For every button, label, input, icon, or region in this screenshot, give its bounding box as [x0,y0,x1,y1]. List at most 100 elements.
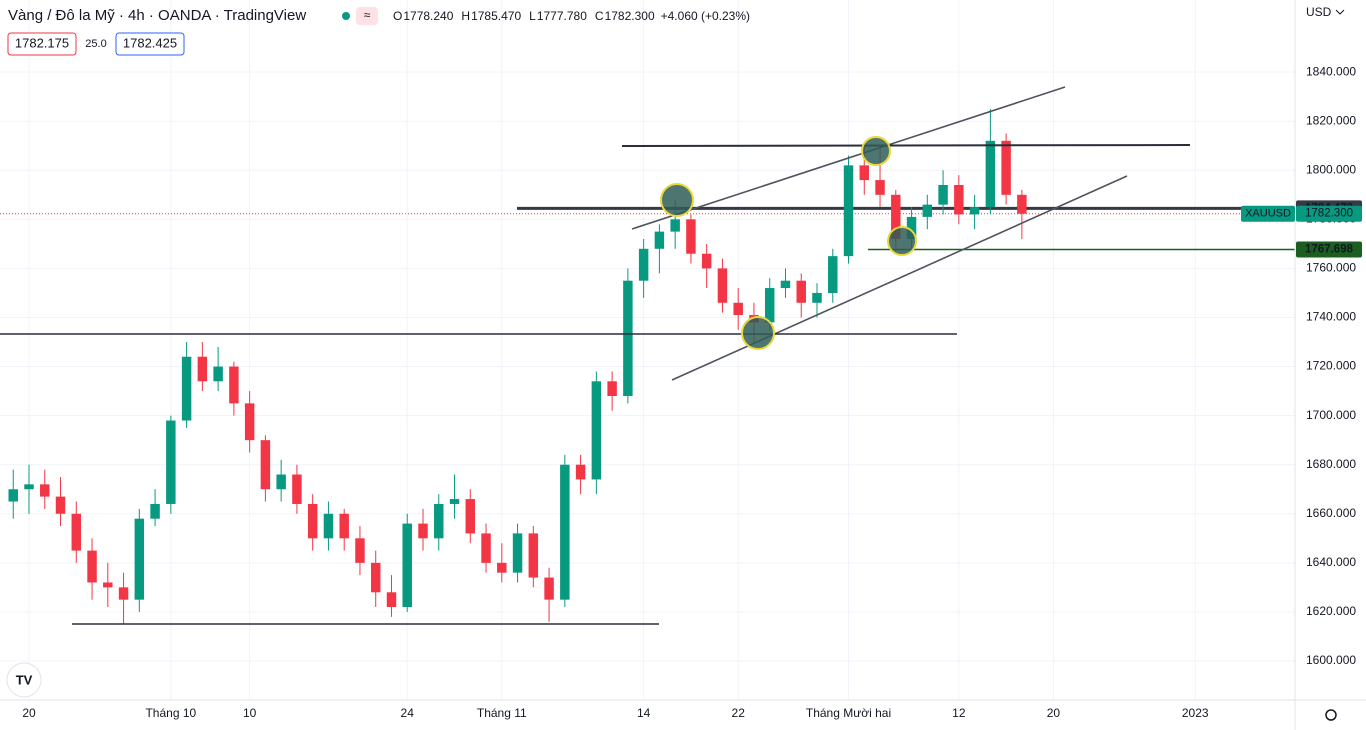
logo-glyph: TV [16,672,33,687]
currency-caret [1335,9,1345,15]
candle-body [985,140,996,208]
x-tick-label: Tháng Mười hai [806,706,891,720]
symbol-tag [1241,205,1295,222]
candle-body [197,356,208,382]
price-lines [0,206,1295,251]
candle-body [859,165,870,181]
y-tick-label: 1720.000 [1306,359,1356,373]
candle-body [638,248,649,281]
candle-body [40,484,50,497]
candle-body [8,489,18,502]
candle-body [812,292,822,303]
x-tick-label: 12 [952,706,966,720]
y-tick-label: 1620.000 [1306,604,1356,618]
change: +4.060 (+0.23%) [661,9,750,23]
candle-body [686,219,696,254]
marker-circle [741,316,775,350]
candle-body [402,523,412,608]
candle-body [229,366,239,404]
marker-circle [861,136,891,166]
candle-body [71,513,82,551]
candle-body [213,366,223,382]
ohlc-value: 1777.780 [537,9,587,23]
candle-body [244,403,255,441]
ohlc-value: 1785.470 [471,9,521,23]
candle-body [292,474,302,504]
candle-body [465,499,476,534]
price-tag [1296,241,1362,258]
x-tick-label: 14 [637,706,651,720]
candle-body [575,464,586,480]
ohlc-key: C [595,9,604,23]
currency[interactable]: USD [1306,5,1332,19]
candle-body [654,231,665,249]
candle-body [497,562,507,573]
candle-body [733,302,743,316]
candle-body [276,474,286,490]
candle-body [843,165,854,257]
axes: 1600.000 1620.000 1640.000 1660.000 1680.000… [22,64,1362,720]
candle-body [512,533,523,573]
logo[interactable] [6,662,42,698]
ohlc-key: O [393,9,402,23]
last-price-tag [1296,205,1362,222]
trend-line [631,86,1066,230]
y-tick-label: 1760.000 [1306,261,1356,275]
candle-body [24,484,34,490]
buy-price: 1782.425 [123,35,177,50]
candle-body [701,253,712,269]
candle-body [181,356,192,421]
x-tick-label: 22 [732,706,746,720]
x-tick-label: Tháng 11 [477,706,527,720]
candle-body [481,533,491,563]
candle-body [87,550,97,583]
x-tick-label: 24 [401,706,415,720]
candle-body [717,268,728,303]
candle-body [55,496,66,514]
candle-body [780,280,791,289]
candle-body [623,280,633,397]
y-tick-label: 1680.000 [1306,457,1356,471]
candle-body [103,582,113,588]
candle-body [875,180,885,195]
candle-body [607,381,617,397]
candle-body [560,464,570,600]
candle-body [166,420,176,504]
y-tick-label: 1700.000 [1306,408,1356,422]
settings-icon[interactable] [1325,709,1337,721]
candle-body [386,592,397,608]
y-tick-label: 1660.000 [1306,506,1356,520]
x-tick-label: 10 [243,706,257,720]
price-tag-label: 1767.698 [1305,244,1354,256]
candle-body [591,381,602,480]
candle-body [922,204,933,217]
chart-title: Vàng / Đô la Mỹ · 4h · OANDA · TradingVi… [8,7,306,24]
candle-body [370,562,381,593]
y-tick-label: 1600.000 [1306,653,1356,667]
x-tick-label: 20 [1047,706,1061,720]
y-tick-label: 1820.000 [1306,113,1356,127]
status-dot[interactable] [342,12,350,20]
y-tick-label: 1800.000 [1306,162,1356,176]
ohlc-value: 1782.300 [605,9,655,23]
sell-button[interactable] [7,32,77,56]
marker-circle [887,226,917,256]
drawings [0,86,1191,625]
candle-body [764,288,775,323]
candle-body [670,219,680,232]
ohlc-value: 1778.240 [403,9,453,23]
candle-body [528,533,539,578]
candle-body [449,499,460,504]
status-icon[interactable] [356,7,378,25]
horizontal-line [621,144,1191,147]
candle-body [134,518,145,600]
x-tick-label: 20 [22,706,36,720]
candle-body [891,194,901,239]
candle-body [323,513,334,539]
candle-body [1017,194,1027,214]
candle-body [339,513,349,539]
buy-button[interactable] [115,32,185,56]
ohlc-legend: O 1778.240 H 1785.470 L 1777.780 C 1782.300 +4.0… [393,9,750,23]
